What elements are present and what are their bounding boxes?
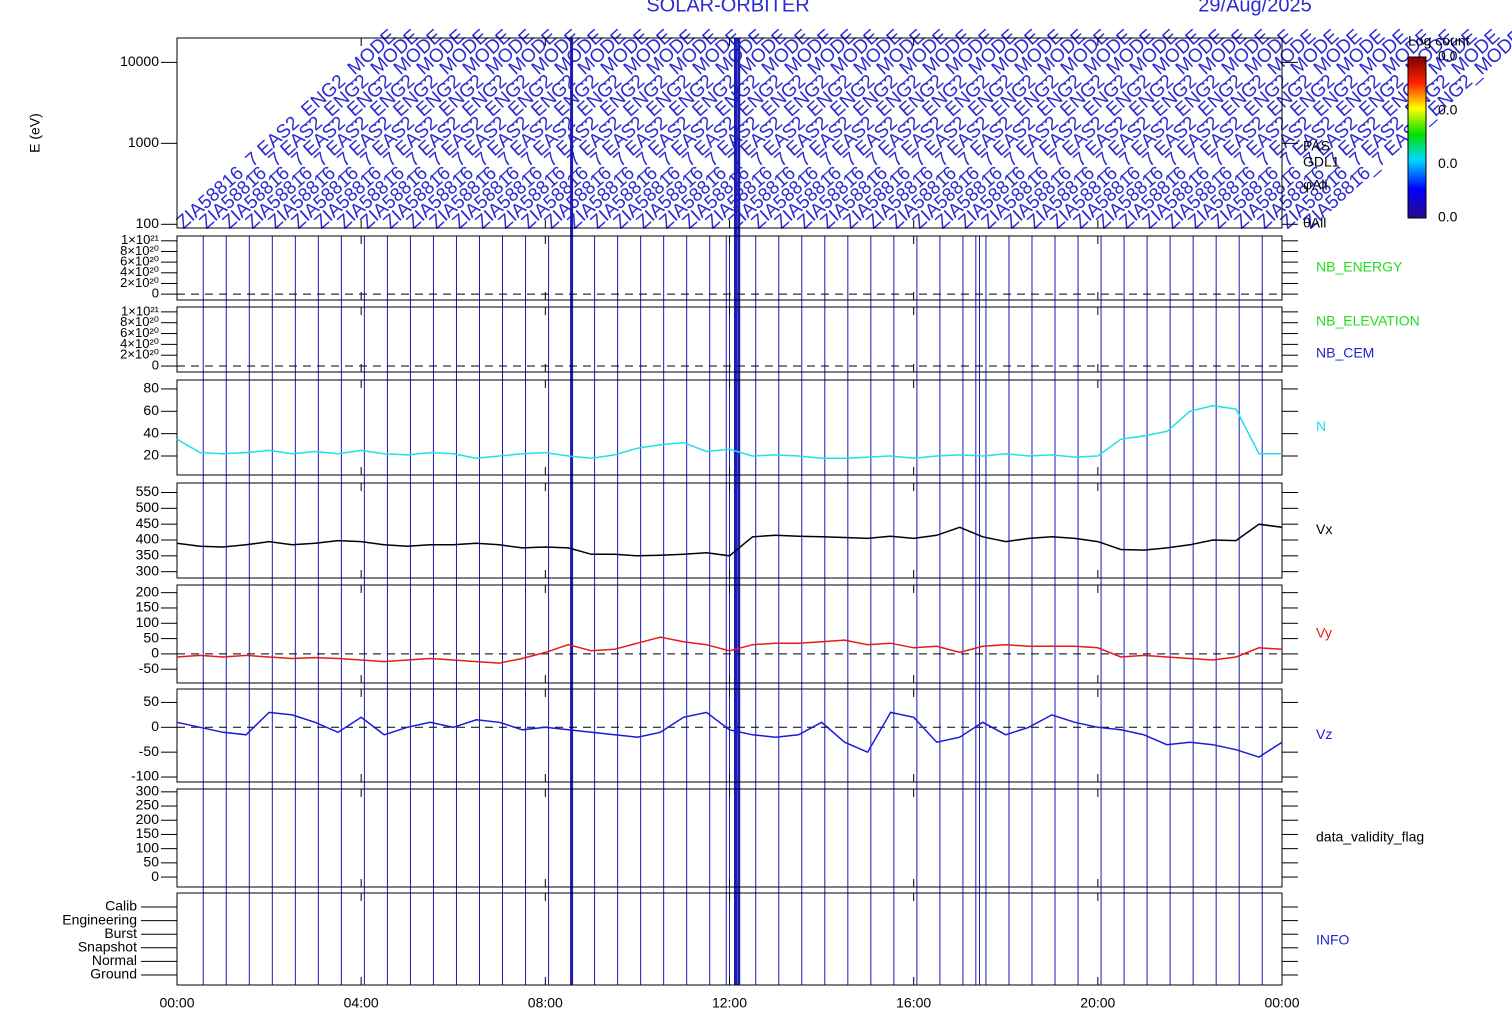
category-label: Normal (92, 952, 137, 968)
y-tick-label: 100 (136, 614, 160, 630)
colorbar-label: 0.0 (1438, 155, 1458, 171)
colorbar-label: 0.0 (1438, 101, 1458, 117)
category-label: Calib (105, 898, 137, 914)
panel-label: NB_CEM (1316, 345, 1374, 361)
y-tick-label: 300 (136, 562, 160, 578)
series-line (176, 711, 1283, 758)
panel-label: NB_ENERGY (1316, 259, 1403, 275)
category-label: Engineering (62, 911, 137, 927)
x-tick-label: 08:00 (528, 995, 563, 1011)
panel-label: GDL1 (1303, 154, 1340, 170)
colorbar-label: 0.0 (1438, 209, 1458, 225)
y-tick-label: 450 (136, 515, 160, 531)
y-tick-label: 200 (136, 811, 160, 827)
y-tick-label: 0 (151, 868, 159, 884)
colorbar-title: Log count (1408, 33, 1470, 49)
y-tick-label: 8×10²⁰ (120, 314, 159, 329)
y-tick-label: 60 (143, 402, 159, 418)
series-name: Vx (1316, 521, 1332, 537)
title: SOLAR-ORBITER (646, 0, 809, 16)
y-tick-label: 6×10²⁰ (120, 325, 159, 340)
panel-label: data_validity_flag (1316, 829, 1424, 845)
y-tick-label: 1×10²¹ (121, 232, 160, 247)
category-label: Burst (104, 925, 137, 941)
series-name: Vy (1316, 625, 1332, 641)
y-tick-label: 50 (143, 693, 159, 709)
y-tick-label: 100 (136, 839, 160, 855)
y-tick-label: 550 (136, 483, 160, 499)
y-tick-label: 80 (143, 380, 159, 396)
date: 29/Aug/2025 (1198, 0, 1311, 16)
y-tick-label: 500 (136, 499, 160, 515)
series-line (176, 636, 1283, 664)
x-tick-label: 20:00 (1080, 995, 1115, 1011)
y-tick-label: 2×10²⁰ (120, 347, 159, 362)
colorbar (1407, 56, 1427, 219)
series-line (176, 523, 1283, 557)
y-tick-label: 0 (152, 286, 159, 301)
y-tick-label: 1×10²¹ (121, 303, 160, 318)
panel-label: PAS (1303, 138, 1330, 154)
y-tick-label: -50 (139, 743, 159, 759)
series-line (176, 404, 1282, 459)
y-axis-label: E (eV) (27, 113, 43, 153)
y-tick-label: 350 (136, 547, 160, 563)
panel-label: INFO (1316, 932, 1350, 948)
y-tick-label: 300 (136, 783, 160, 799)
panel-label: NB_ELEVATION (1316, 313, 1420, 329)
x-tick-label: 04:00 (344, 995, 379, 1011)
y-tick-label: 20 (143, 447, 159, 463)
y-tick-label: 8×10²⁰ (120, 243, 159, 258)
category-label: Snapshot (78, 939, 137, 955)
panel-label: φAll (1303, 177, 1328, 193)
x-tick-label: 00:00 (1264, 995, 1299, 1011)
category-label: Ground (90, 966, 137, 982)
y-tick-label: 4×10²⁰ (120, 336, 159, 351)
y-tick-label: 0 (152, 357, 159, 372)
panel-label: θAll (1303, 215, 1326, 231)
y-tick-label: 2×10²⁰ (120, 275, 159, 290)
colorbar-label: 0.0 (1438, 48, 1458, 64)
y-tick-label: 10000 (120, 53, 159, 69)
y-tick-label: 100 (136, 215, 160, 231)
y-tick-label: 50 (143, 629, 159, 645)
y-tick-label: 400 (136, 531, 160, 547)
y-tick-label: 150 (136, 825, 160, 841)
y-tick-label: -100 (131, 768, 159, 784)
y-tick-label: 200 (136, 583, 160, 599)
y-tick-label: 50 (143, 854, 159, 870)
y-tick-label: 1000 (128, 134, 159, 150)
y-tick-label: 150 (136, 599, 160, 615)
y-tick-label: 6×10²⁰ (120, 254, 159, 269)
series-name: N (1316, 418, 1326, 434)
series-name: Vz (1316, 726, 1332, 742)
x-tick-label: 12:00 (712, 995, 747, 1011)
y-tick-label: 0 (151, 718, 159, 734)
y-tick-label: 250 (136, 797, 160, 813)
y-tick-label: -50 (139, 660, 159, 676)
y-tick-label: 4×10²⁰ (120, 264, 159, 279)
y-tick-label: 40 (143, 424, 159, 440)
x-tick-label: 00:00 (159, 995, 194, 1011)
x-tick-label: 16:00 (896, 995, 931, 1011)
y-tick-label: 0 (151, 645, 159, 661)
